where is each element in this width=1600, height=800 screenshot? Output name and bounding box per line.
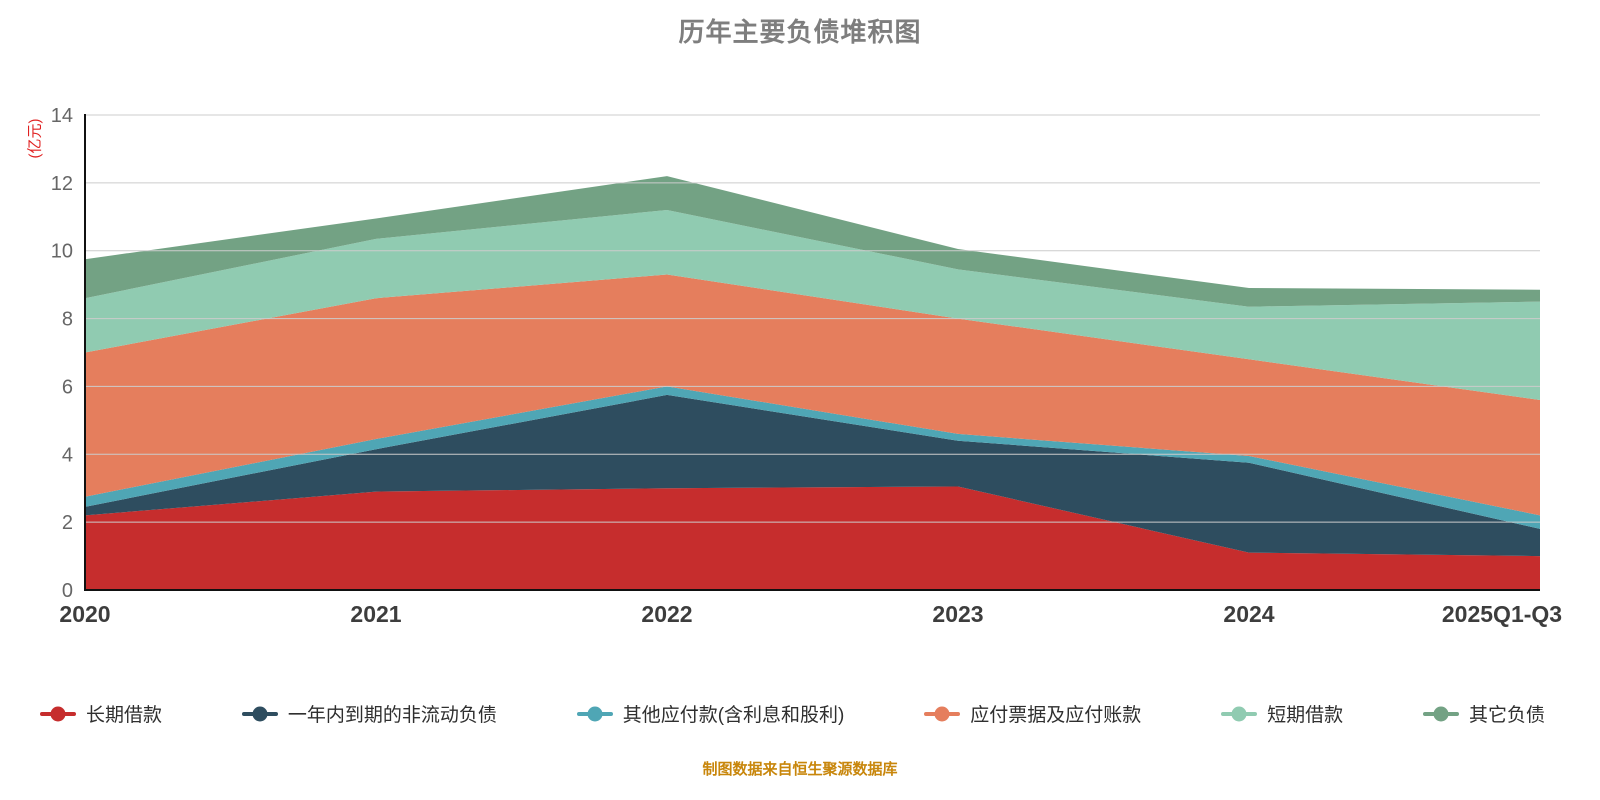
legend-line-icon: [1221, 706, 1258, 721]
y-tick-label: 0: [62, 580, 73, 602]
x-tick-label: 2025Q1-Q3: [1442, 601, 1562, 627]
area-series-6: [85, 176, 1540, 307]
legend-label: 长期借款: [86, 705, 163, 726]
legend-line-icon: [241, 706, 278, 721]
legend-label: 一年内到期的非流动负债: [287, 705, 497, 726]
chart-canvas: 0 2 4 6 8 10 12 14 2020 2021 2022 2023 2024 2025Q1-Q3: [51, 105, 1562, 627]
data-source-note: 制图数据来自恒生聚源数据库: [702, 761, 898, 778]
legend-dot-icon: [50, 706, 66, 721]
legend-item-5[interactable]: 短期借款: [1221, 700, 1343, 727]
legend-item-2[interactable]: 一年内到期的非流动负债: [241, 700, 497, 727]
x-tick-label: 2022: [641, 601, 692, 627]
area-series-5: [85, 210, 1540, 400]
y-tick-label: 2: [62, 512, 73, 534]
legend-dot-icon: [252, 706, 268, 721]
legend-label: 短期借款: [1267, 705, 1344, 726]
legend-label: 应付票据及应付账款: [970, 705, 1142, 726]
legend: 长期借款 一年内到期的非流动负债 其他应付款(含利息和股利) 应付票据及应付账款 短期借…: [40, 700, 1545, 727]
x-tick-label: 2023: [932, 601, 983, 627]
legend-item-4[interactable]: 应付票据及应付账款: [924, 700, 1141, 727]
area-series-4: [85, 274, 1540, 516]
x-tick-label: 2021: [350, 601, 401, 627]
legend-label: 其它负债: [1468, 705, 1545, 726]
legend-dot-icon: [1231, 706, 1247, 721]
y-tick-label: 4: [62, 444, 73, 466]
legend-line-icon: [40, 706, 76, 721]
legend-item-3[interactable]: 其他应付款(含利息和股利): [576, 700, 845, 727]
y-tick-label: 12: [51, 173, 73, 195]
legend-line-icon: [924, 706, 961, 721]
y-tick-label: 14: [51, 105, 73, 127]
x-tick-label: 2020: [59, 601, 110, 627]
chart-title: 历年主要负债堆积图: [678, 17, 922, 47]
y-tick-label: 10: [51, 241, 73, 263]
x-tick-label: 2024: [1223, 601, 1274, 627]
legend-item-6[interactable]: 其它负债: [1422, 700, 1545, 727]
legend-dot-icon: [1433, 706, 1449, 721]
area-series-1: [85, 486, 1540, 590]
legend-dot-icon: [587, 706, 603, 721]
legend-item-1[interactable]: 长期借款: [40, 700, 162, 727]
legend-dot-icon: [934, 706, 950, 721]
legend-label: 其他应付款(含利息和股利): [622, 705, 845, 726]
y-tick-label: 6: [62, 376, 73, 398]
area-series-3: [85, 386, 1540, 529]
legend-line-icon: [576, 706, 613, 721]
area-series-2: [85, 394, 1540, 557]
legend-line-icon: [1422, 706, 1459, 721]
y-tick-label: 8: [62, 309, 73, 331]
